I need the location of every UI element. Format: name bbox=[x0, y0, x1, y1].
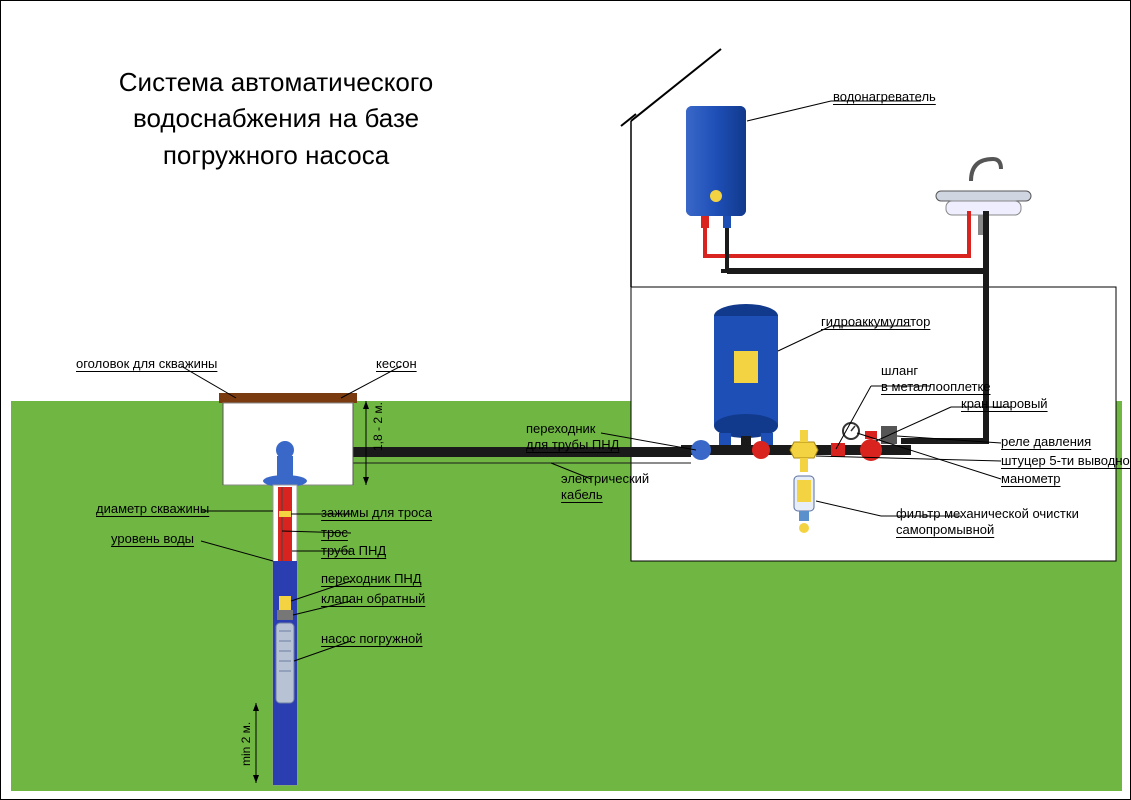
lbl-wellhead: оголовок для скважины bbox=[76, 356, 217, 371]
pnd-adapter bbox=[279, 596, 291, 610]
check-valve bbox=[277, 610, 293, 620]
lbl-ballvalve: кран шаровый bbox=[961, 396, 1048, 411]
lbl-pndpipe: труба ПНД bbox=[321, 543, 386, 558]
lbl-welldiam: диаметр скважины bbox=[96, 501, 209, 516]
lbl-filter2: самопромывной bbox=[896, 522, 994, 537]
lbl-kesson: кессон bbox=[376, 356, 417, 371]
lbl-adapter2: для трубы ПНД bbox=[526, 437, 619, 452]
lbl-hose1: шланг bbox=[881, 363, 918, 378]
lbl-water-heater: водонагреватель bbox=[833, 89, 936, 104]
lbl-cable1: электрический bbox=[561, 471, 649, 486]
lbl-subpump: насос погружной bbox=[321, 631, 423, 646]
lbl-rope: трос bbox=[321, 525, 348, 540]
diagram-canvas: Система автоматическоговодоснабжения на … bbox=[0, 0, 1131, 800]
lbl-waterlevel: уровень воды bbox=[111, 531, 194, 546]
lbl-accumulator: гидроаккумулятор bbox=[821, 314, 930, 329]
lbl-clamps: зажимы для троса bbox=[321, 505, 432, 520]
kesson-lid bbox=[219, 393, 357, 403]
clamp bbox=[279, 511, 291, 517]
valve1 bbox=[752, 441, 770, 459]
lbl-hose2: в металлооплетке bbox=[881, 379, 991, 394]
lbl-adapter1: переходник bbox=[526, 421, 595, 436]
lbl-filter1: фильтр механической очистки bbox=[896, 506, 1079, 521]
lbl-cable2: кабель bbox=[561, 487, 603, 502]
lbl-pndadapter: переходник ПНД bbox=[321, 571, 422, 586]
lbl-min2m: min 2 м. bbox=[239, 722, 253, 766]
lbl-fitting5: штуцер 5-ти выводной bbox=[1001, 453, 1131, 468]
lbl-relay: реле давления bbox=[1001, 434, 1091, 449]
lbl-depth18: 1,8 - 2 м. bbox=[371, 402, 385, 451]
lbl-manometer: манометр bbox=[1001, 471, 1061, 486]
submersible-pump bbox=[276, 623, 294, 703]
lbl-checkvalve: клапан обратный bbox=[321, 591, 425, 606]
